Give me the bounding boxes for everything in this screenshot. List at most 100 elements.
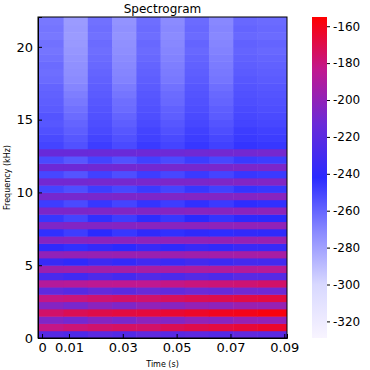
cell	[38, 141, 64, 149]
cell	[185, 156, 210, 164]
cell	[233, 185, 258, 193]
cell	[38, 47, 64, 55]
cell	[185, 105, 210, 113]
cell	[209, 149, 234, 157]
y-axis-title: Frequency (kHz)	[3, 145, 12, 210]
x-tick-mark	[69, 334, 70, 338]
cell	[64, 258, 89, 266]
cell	[233, 98, 258, 106]
cell	[64, 149, 89, 157]
cell	[88, 272, 113, 280]
cell	[209, 243, 234, 251]
cell	[185, 127, 210, 135]
cell	[112, 127, 137, 135]
cell	[257, 192, 287, 200]
cell	[185, 272, 210, 280]
cell	[233, 141, 258, 149]
colorbar-tick-mark	[327, 285, 330, 286]
cell	[209, 69, 234, 77]
cell	[112, 200, 137, 208]
cell	[38, 134, 64, 142]
cell	[209, 178, 234, 186]
cell	[185, 236, 210, 244]
cell	[233, 127, 258, 135]
cell	[160, 287, 185, 295]
cell	[136, 25, 161, 33]
cell	[233, 69, 258, 77]
y-tick-label: 0	[25, 331, 33, 346]
cell	[160, 61, 185, 69]
cell	[88, 163, 113, 171]
cell	[185, 98, 210, 106]
cell	[257, 280, 287, 288]
cell	[136, 251, 161, 259]
cell	[38, 61, 64, 69]
cell	[88, 323, 113, 331]
x-axis: 00.010.030.050.070.09	[38, 334, 299, 355]
cell	[64, 280, 89, 288]
cell	[136, 83, 161, 91]
cell	[64, 141, 89, 149]
cell	[233, 105, 258, 113]
cell	[257, 54, 287, 62]
cell	[233, 47, 258, 55]
x-tick-label: 0.07	[216, 340, 245, 355]
cell	[88, 243, 113, 251]
x-tick-mark	[230, 334, 231, 338]
colorbar-tick-label: -240	[333, 167, 360, 181]
cell	[160, 178, 185, 186]
cell	[136, 134, 161, 142]
cell	[112, 331, 137, 338]
cell	[38, 69, 64, 77]
cell	[160, 25, 185, 33]
cell	[185, 222, 210, 230]
cell	[136, 302, 161, 310]
cell	[88, 222, 113, 230]
cell	[38, 258, 64, 266]
cell	[136, 258, 161, 266]
cell	[160, 331, 185, 338]
cell	[185, 265, 210, 273]
cell	[257, 149, 287, 157]
cell	[209, 287, 234, 295]
cell	[112, 149, 137, 157]
cell	[38, 156, 64, 164]
y-tick: 5	[25, 258, 42, 273]
cell	[160, 98, 185, 106]
cell	[136, 156, 161, 164]
cell	[88, 214, 113, 222]
cell	[185, 76, 210, 84]
cell	[64, 54, 89, 62]
cell	[112, 112, 137, 120]
cell	[112, 91, 137, 99]
cell	[38, 251, 64, 259]
cell	[233, 207, 258, 215]
cell	[185, 302, 210, 310]
cell	[88, 280, 113, 288]
cell	[112, 178, 137, 186]
cell	[257, 178, 287, 186]
cell	[160, 171, 185, 179]
cell	[64, 185, 89, 193]
cell	[185, 251, 210, 259]
cell	[64, 309, 89, 317]
cell	[112, 185, 137, 193]
cell	[209, 192, 234, 200]
cell	[160, 243, 185, 251]
cell	[257, 323, 287, 331]
cell	[136, 323, 161, 331]
cell	[185, 171, 210, 179]
cell	[112, 134, 137, 142]
cell	[160, 120, 185, 128]
cell	[209, 200, 234, 208]
cell	[64, 156, 89, 164]
cell	[112, 243, 137, 251]
cell	[136, 185, 161, 193]
cell	[88, 112, 113, 120]
cell	[160, 265, 185, 273]
cell	[185, 287, 210, 295]
cell	[233, 331, 258, 338]
cell	[38, 309, 64, 317]
cell	[160, 294, 185, 302]
cell	[257, 25, 287, 33]
